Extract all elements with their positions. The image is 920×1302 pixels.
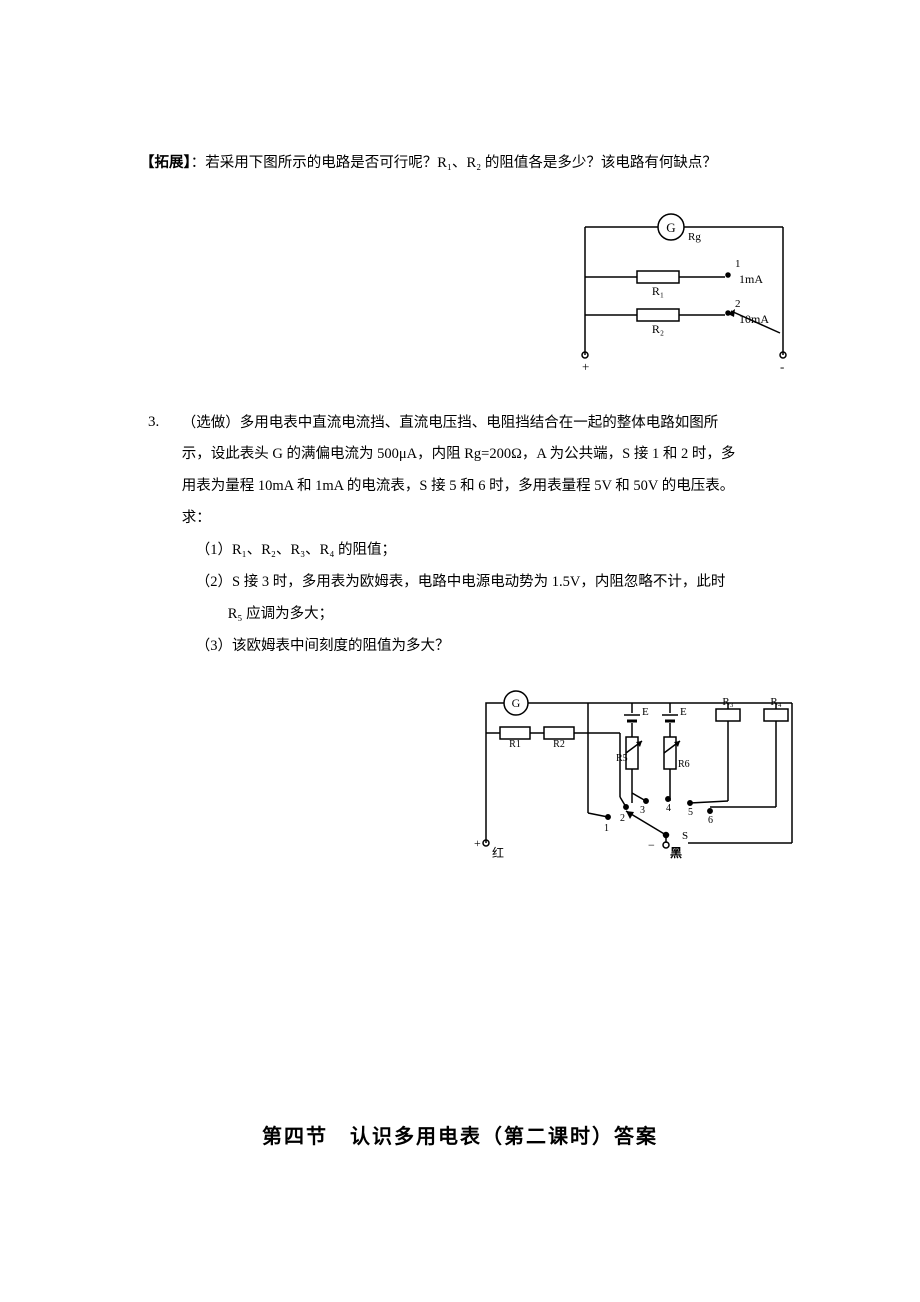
svg-text:S: S (682, 830, 688, 842)
q3-line2: 示，设此表头 G 的满偏电流为 500μA，内阻 Rg=200Ω，A 为公共端，… (182, 439, 782, 471)
svg-text:R₂: R₂ (652, 322, 664, 336)
extension-label: 【拓展】 (140, 155, 191, 171)
q3-part3: （3）该欧姆表中间刻度的阻值为多大？ (182, 631, 782, 663)
svg-text:R5: R5 (616, 753, 628, 764)
svg-text:R1: R1 (509, 739, 521, 750)
svg-text:R₃: R₃ (722, 696, 733, 708)
q3-part2: （2）S 接 3 时，多用表为欧姆表，电路中电源电动势为 1.5V，内阻忽略不计… (182, 567, 782, 599)
svg-text:4: 4 (666, 803, 671, 814)
svg-text:黑: 黑 (670, 846, 682, 859)
q3-line1: （选做）多用电表中直流电流挡、直流电压挡、电阻挡结合在一起的整体电路如图所 (182, 408, 782, 440)
svg-text:R₄: R₄ (770, 696, 781, 708)
extension-text: ：若采用下图所示的电路是否可行呢？R₁、R₂ 的阻值各是多少？该电路有何缺点？ (191, 155, 717, 171)
svg-text:-: - (780, 359, 784, 374)
q3-line3: 用表为量程 10mA 和 1mA 的电流表，S 接 5 和 6 时，多用表量程 … (182, 471, 782, 503)
section-title: 第四节 认识多用电表（第二课时）答案 (0, 1118, 920, 1156)
svg-text:−: − (648, 838, 655, 852)
q3-number: 3. (148, 408, 178, 437)
circuit-lower: G R1 R2 R₃ R₄ R5 R6 E E 1 2 3 4 5 6 S + … (470, 685, 804, 859)
svg-text:E: E (642, 706, 649, 718)
question-3: 3. （选做）多用电表中直流电流挡、直流电压挡、电阻挡结合在一起的整体电路如图所… (140, 408, 790, 663)
extension-paragraph: 【拓展】：若采用下图所示的电路是否可行呢？R₁、R₂ 的阻值各是多少？该电路有何… (140, 150, 790, 178)
svg-text:E: E (680, 706, 687, 718)
svg-text:+: + (474, 836, 481, 850)
svg-text:+: + (582, 359, 589, 374)
svg-text:G: G (666, 220, 675, 235)
svg-text:2: 2 (735, 298, 741, 310)
svg-text:1: 1 (604, 823, 609, 834)
svg-text:1mA: 1mA (739, 272, 763, 286)
svg-text:R₁: R₁ (652, 284, 664, 298)
svg-text:5: 5 (688, 807, 693, 818)
svg-text:Rg: Rg (688, 231, 701, 243)
svg-text:10mA: 10mA (739, 312, 769, 326)
svg-text:R6: R6 (678, 759, 690, 770)
q3-part1: （1）R₁、R₂、R₃、R₄ 的阻值； (182, 535, 782, 567)
svg-text:R2: R2 (553, 739, 565, 750)
svg-text:1: 1 (735, 258, 741, 270)
q3-line4: 求： (182, 503, 782, 535)
svg-text:6: 6 (708, 815, 713, 826)
svg-text:2: 2 (620, 813, 625, 824)
q3-part2b: R₅ 应调为多大； (182, 599, 782, 631)
svg-text:红: 红 (492, 845, 504, 859)
svg-text:G: G (512, 696, 521, 710)
circuit-upper: G Rg R₁ R₂ 1 1mA 2 10mA + - (555, 207, 813, 375)
svg-text:3: 3 (640, 805, 645, 816)
